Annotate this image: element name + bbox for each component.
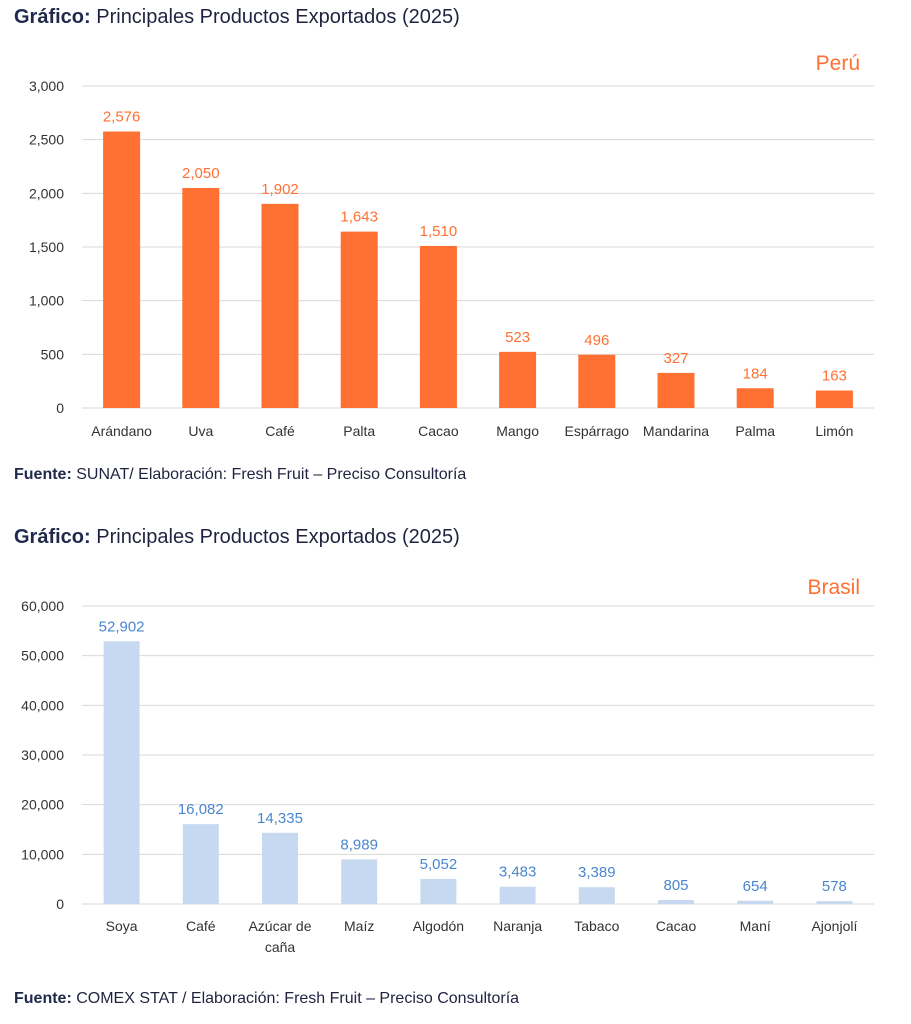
x-tick-label: Espárrago (565, 423, 630, 439)
country-label: Perú (816, 52, 860, 75)
x-tick-label: Arándano (91, 423, 152, 439)
bar-chart-brasil: Brasil 0 10,000 20,000 30,000 40,000 50,000 60,… (21, 576, 874, 955)
bar (816, 901, 853, 904)
data-label: 805 (663, 877, 688, 894)
bar (341, 859, 378, 904)
x-tick-label: Limón (815, 423, 853, 439)
data-label: 14,335 (257, 810, 303, 827)
source-text: COMEX STAT / Elaboración: Fresh Fruit – … (71, 990, 520, 1007)
y-tick-label: 500 (41, 346, 65, 362)
x-tick-label: Maní (740, 918, 771, 934)
x-tick-label: Café (265, 423, 295, 439)
bar (578, 887, 615, 904)
title-text: Principales Productos Exportados (2025) (90, 6, 460, 28)
source-text: SUNAT/ Elaboración: Fresh Fruit – Precis… (71, 466, 467, 483)
y-tick-label: 0 (56, 896, 64, 912)
source-prefix: Fuente: (14, 466, 72, 483)
data-label: 523 (505, 329, 530, 346)
y-tick-label: 1,500 (29, 239, 64, 255)
data-label: 496 (584, 332, 609, 349)
y-tick-label: 3,000 (29, 78, 64, 94)
x-tick-label: Mango (496, 423, 539, 439)
x-tick-label: Palma (735, 423, 775, 439)
y-tick-label: 40,000 (21, 697, 64, 713)
x-tick-label: Café (186, 918, 216, 934)
data-label: 1,643 (340, 209, 378, 226)
chart-source: Fuente: COMEX STAT / Elaboración: Fresh … (14, 990, 519, 1008)
x-tick-label: Maíz (344, 918, 374, 934)
bar (182, 187, 220, 408)
data-label: 2,576 (103, 109, 141, 126)
y-tick-label: 2,000 (29, 185, 64, 201)
data-label: 2,050 (182, 165, 220, 182)
x-tick-label: Palta (343, 423, 375, 439)
y-tick-label: 20,000 (21, 797, 64, 813)
bar (658, 900, 694, 904)
bar (182, 824, 219, 904)
bar-chart-peru: Perú 0 500 1,000 1,500 2,000 2,500 3,000 2,576 Ar… (29, 52, 874, 439)
title-prefix: Gráfico: (14, 526, 91, 548)
y-tick-label: 10,000 (21, 846, 64, 862)
bar (420, 878, 457, 904)
bar (262, 832, 298, 904)
title-text: Principales Productos Exportados (2025) (90, 526, 460, 548)
x-tick-label: Cacao (418, 423, 459, 439)
bar (499, 886, 536, 904)
data-label: 1,902 (261, 181, 299, 198)
bar (261, 203, 299, 408)
title-prefix: Gráfico: (14, 6, 91, 28)
data-label: 3,389 (578, 864, 616, 881)
bar (103, 641, 140, 904)
data-label: 327 (663, 350, 688, 367)
bar (736, 388, 774, 408)
data-label: 654 (743, 878, 768, 895)
chart-block-brasil: Gráfico: Principales Productos Exportado… (0, 520, 911, 1024)
bar (578, 354, 616, 408)
chart-title: Gráfico: Principales Productos Exportado… (14, 6, 460, 29)
data-label: 184 (743, 365, 768, 382)
chart-source: Fuente: SUNAT/ Elaboración: Fresh Fruit … (14, 466, 466, 484)
bar (737, 900, 774, 904)
bar (340, 231, 378, 408)
data-label: 16,082 (178, 801, 224, 818)
chart-title: Gráfico: Principales Productos Exportado… (14, 526, 460, 549)
y-tick-label: 60,000 (21, 598, 64, 614)
x-tick-label: Soya (106, 918, 138, 934)
data-label: 163 (822, 368, 847, 385)
x-tick-label: Ajonjolí (811, 918, 857, 934)
y-tick-label: 2,500 (29, 132, 64, 148)
y-tick-label: 30,000 (21, 747, 64, 763)
x-tick-label: Naranja (493, 918, 542, 934)
data-label: 8,989 (340, 836, 378, 853)
y-tick-label: 0 (56, 400, 64, 416)
bar (419, 245, 457, 408)
x-tick-label: Tabaco (574, 918, 619, 934)
x-tick-label: Mandarina (643, 423, 709, 439)
bar (815, 390, 853, 408)
data-label: 1,510 (420, 223, 458, 240)
data-label: 5,052 (420, 856, 458, 873)
x-tick-label: Azúcar de (248, 918, 311, 934)
x-tick-label: Cacao (656, 918, 697, 934)
x-tick-label: Uva (188, 423, 213, 439)
data-label: 578 (822, 878, 847, 895)
x-tick-label: Algodón (413, 918, 464, 934)
x-tick-label: caña (265, 939, 296, 955)
bar (657, 372, 695, 408)
chart-block-peru: Gráfico: Principales Productos Exportado… (0, 0, 911, 500)
country-label: Brasil (807, 576, 860, 599)
y-tick-label: 50,000 (21, 648, 64, 664)
source-prefix: Fuente: (14, 990, 72, 1007)
data-label: 52,902 (99, 618, 145, 635)
y-tick-label: 1,000 (29, 293, 64, 309)
data-label: 3,483 (499, 864, 537, 881)
bar (103, 131, 141, 408)
bar (499, 351, 537, 408)
